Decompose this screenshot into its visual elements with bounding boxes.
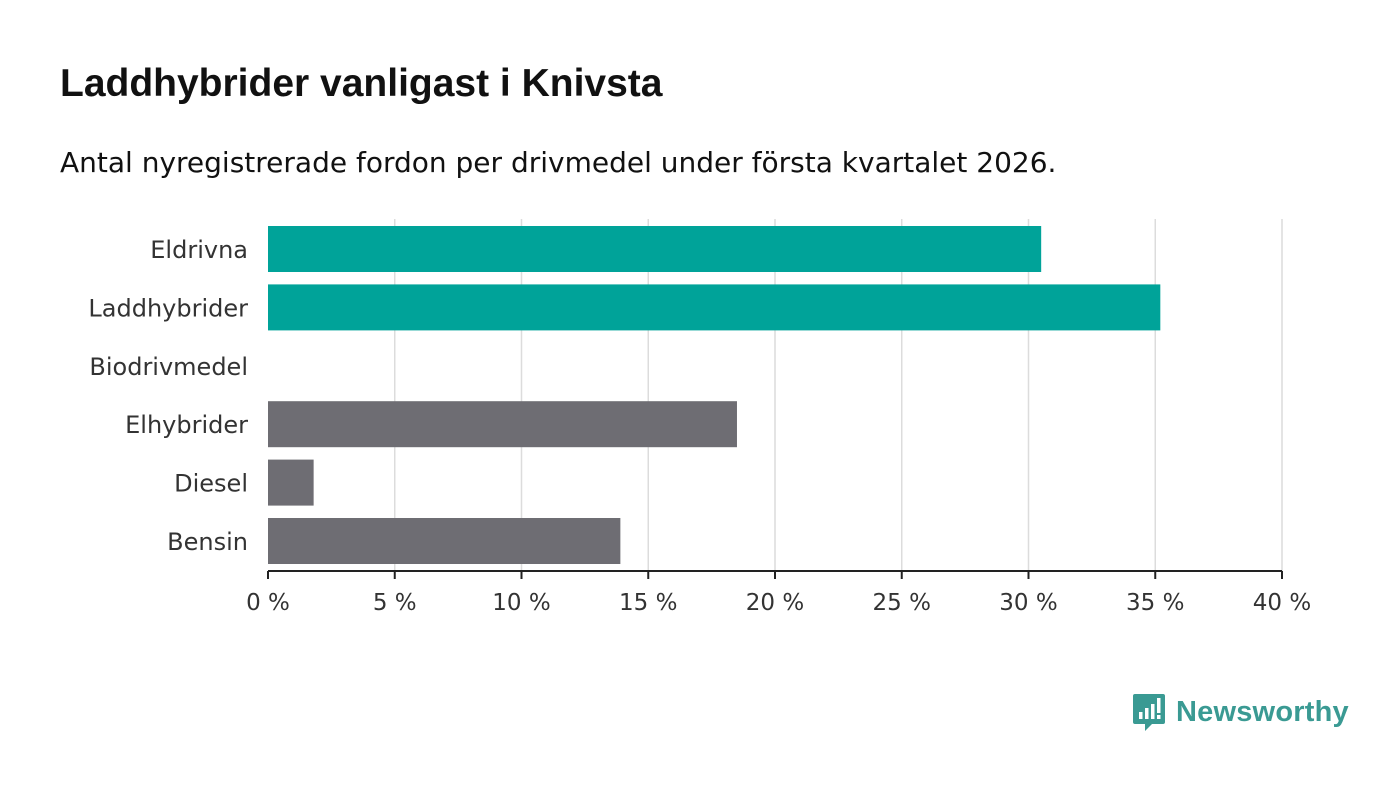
gridlines: [394, 219, 1283, 571]
x-axis: 0 % 5 % 10 % 15 % 20 % 25 % 30 % 35 % 40 %: [246, 570, 1311, 616]
x-tick-label: 20 %: [746, 590, 804, 616]
x-tick-label: 25 %: [873, 590, 931, 616]
x-tick-label: 10 %: [492, 590, 550, 616]
chart-subtitle: Antal nyregistrerade fordon per drivmede…: [60, 146, 1057, 179]
bar: [268, 518, 621, 564]
bar: [268, 226, 1042, 272]
newsworthy-logo: Newsworthy: [1132, 692, 1349, 732]
category-label: Diesel: [174, 470, 248, 498]
brand-name: Newsworthy: [1176, 695, 1349, 728]
x-tick-label: 40 %: [1253, 590, 1311, 616]
category-label: Bensin: [167, 528, 248, 556]
bar: [268, 401, 737, 448]
bar-chart-speech-bubble-icon: [1133, 694, 1165, 731]
bars: [268, 226, 1161, 564]
x-tick-label: 35 %: [1126, 590, 1184, 616]
bar-chart: Eldrivna Laddhybrider Biodrivmedel Elhybrid…: [88, 219, 1311, 616]
bar: [268, 459, 314, 506]
x-tick-label: 0 %: [246, 590, 290, 616]
category-label: Biodrivmedel: [89, 353, 248, 381]
x-tick-label: 30 %: [999, 590, 1057, 616]
x-tick-label: 15 %: [619, 590, 677, 616]
category-labels: Eldrivna Laddhybrider Biodrivmedel Elhybrid…: [88, 236, 248, 556]
bar: [268, 284, 1161, 331]
x-tick-label: 5 %: [373, 590, 417, 616]
category-label: Eldrivna: [150, 236, 248, 264]
category-label: Elhybrider: [125, 411, 248, 439]
chart-title: Laddhybrider vanligast i Knivsta: [60, 62, 663, 105]
category-label: Laddhybrider: [88, 294, 248, 322]
